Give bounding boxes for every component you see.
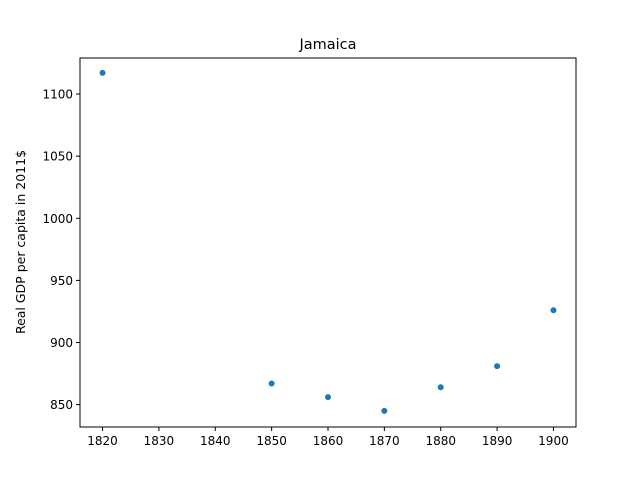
x-tick-label: 1830: [144, 434, 175, 448]
data-point: [494, 363, 501, 370]
y-tick-label: 1000: [42, 212, 73, 226]
x-tick-label: 1870: [369, 434, 400, 448]
y-axis-ticks: 850 900 950 1000 1050 1100: [42, 88, 80, 412]
chart-title: Jamaica: [298, 37, 356, 53]
plot-frame: [79, 57, 577, 428]
scatter-points: [99, 69, 557, 414]
x-tick-label: 1900: [538, 434, 569, 448]
data-point: [99, 69, 106, 76]
x-tick-label: 1880: [425, 434, 456, 448]
data-point: [325, 394, 331, 401]
x-tick-label: 1820: [87, 434, 118, 448]
x-tick-label: 1890: [482, 434, 513, 448]
data-point: [268, 380, 275, 387]
y-tick-label: 850: [50, 398, 73, 412]
y-tick-label: 900: [50, 336, 73, 350]
y-tick-label: 1050: [42, 150, 73, 164]
data-point: [437, 384, 444, 391]
y-tick-label: 950: [50, 274, 73, 288]
data-point: [381, 407, 388, 414]
y-tick-label: 1100: [42, 88, 73, 102]
x-tick-label: 1840: [200, 434, 231, 448]
x-tick-label: 1860: [313, 434, 344, 448]
x-tick-label: 1850: [256, 434, 287, 448]
y-axis-label: Real GDP per capita in 2011$: [13, 150, 28, 334]
x-axis-ticks: 1820 1830 1840 1850 1860 1870 1880 1890 1900: [87, 427, 569, 448]
data-point: [550, 307, 557, 314]
